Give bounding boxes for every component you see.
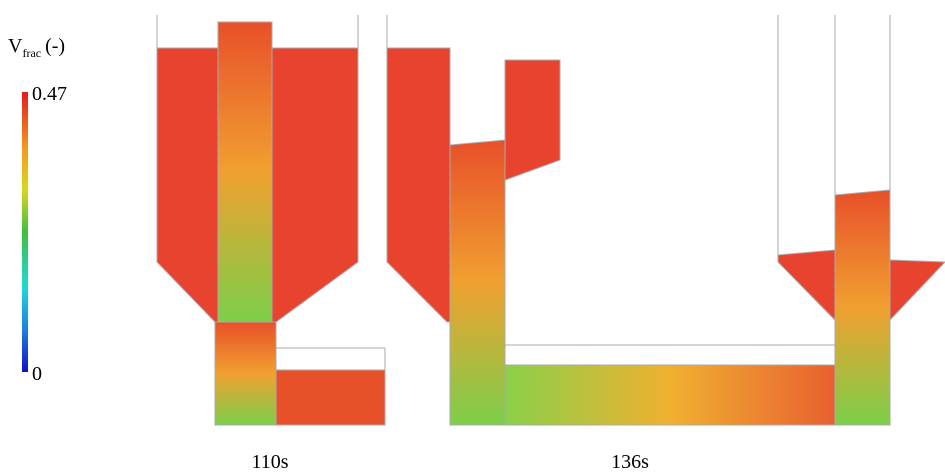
snapshot-110s — [157, 15, 385, 425]
snapshot-136s — [387, 15, 945, 425]
colorbar-min: 0 — [32, 363, 42, 385]
caption: 110s — [251, 451, 288, 473]
colorbar-gradient — [22, 92, 28, 372]
figure: Vfrac(-) 0.47 0 110s 136s — [0, 0, 945, 473]
caption: 136s — [611, 451, 649, 473]
colorbar-max: 0.47 — [32, 83, 67, 105]
colorbar: Vfrac(-) 0.47 0 — [8, 35, 67, 385]
colorbar-label: Vfrac(-) — [8, 35, 65, 60]
